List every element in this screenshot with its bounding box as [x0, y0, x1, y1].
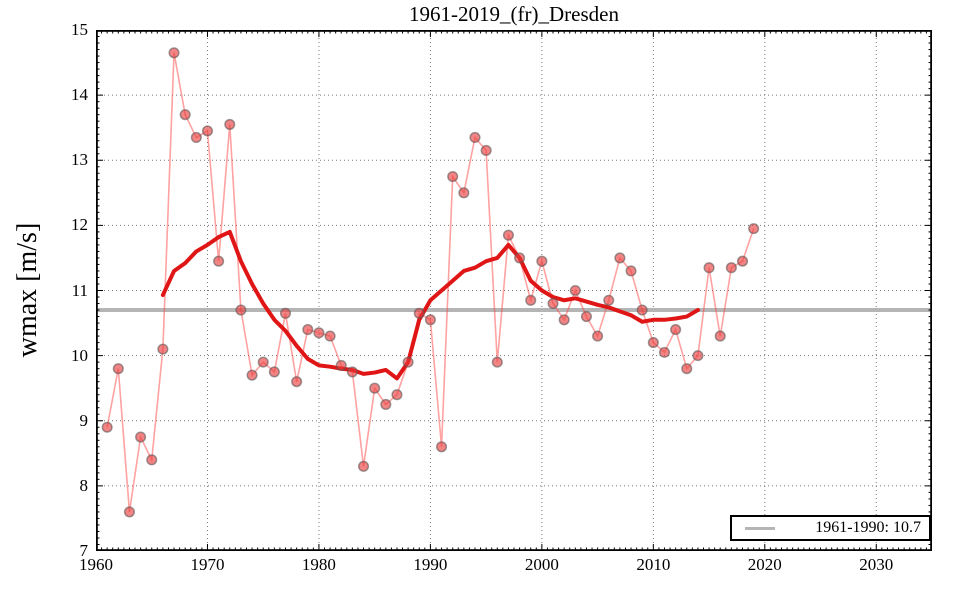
data-point-marker — [670, 324, 682, 336]
data-point-marker — [447, 170, 459, 183]
data-point-marker — [291, 376, 303, 388]
x-tick-label: 1970 — [190, 555, 225, 574]
x-tick-label: 2030 — [859, 555, 894, 574]
data-point-marker — [146, 454, 158, 466]
legend-line-sample — [745, 526, 775, 530]
data-point-marker — [614, 252, 626, 264]
data-point-marker — [491, 356, 503, 368]
y-tick-label: 9 — [79, 410, 89, 430]
data-point-marker — [647, 337, 659, 349]
y-tick-label: 11 — [71, 280, 88, 300]
data-point-marker — [224, 118, 236, 130]
data-point-marker — [135, 431, 147, 443]
x-tick-label: 2000 — [524, 555, 559, 574]
legend: 1961-1990: 10.7 — [730, 515, 931, 541]
data-point-marker — [424, 314, 436, 326]
data-point-marker — [435, 441, 448, 453]
data-point-marker — [190, 131, 202, 144]
data-point-marker — [257, 356, 269, 368]
y-tick-label: 10 — [71, 345, 88, 365]
data-point-marker — [391, 389, 403, 401]
data-point-marker — [402, 356, 414, 368]
data-point-marker — [536, 255, 548, 267]
plot-svg — [95, 29, 933, 552]
data-point-marker — [458, 187, 470, 199]
data-point-marker — [246, 369, 258, 381]
data-point-marker — [525, 294, 537, 306]
data-point-marker — [324, 330, 336, 342]
data-point-marker — [313, 327, 325, 339]
data-point-marker — [603, 294, 615, 306]
y-tick-label: 13 — [71, 150, 88, 170]
data-point-marker — [279, 307, 292, 319]
x-tick-label: 1960 — [79, 555, 113, 574]
data-point-marker — [268, 366, 280, 378]
y-tick-label: 15 — [71, 20, 88, 39]
data-point-marker — [179, 109, 191, 121]
data-point-marker — [703, 262, 715, 274]
data-point-marker — [725, 262, 737, 274]
data-point-marker — [569, 284, 581, 297]
data-point-marker — [636, 304, 648, 316]
x-tick-label: 2020 — [747, 555, 782, 574]
data-point-marker — [714, 330, 726, 342]
data-point-marker — [302, 324, 314, 336]
data-point-marker — [736, 255, 749, 267]
data-point-marker — [469, 131, 481, 144]
data-point-marker — [369, 382, 381, 394]
data-point-marker — [547, 297, 559, 310]
data-point-marker — [558, 314, 570, 326]
axes-spines — [95, 29, 933, 552]
data-point-marker — [748, 223, 760, 235]
data-point-marker — [335, 359, 347, 371]
data-point-marker — [480, 144, 492, 157]
chart-title: 1961-2019_(fr)_Dresden — [409, 2, 619, 26]
y-tick-label: 14 — [71, 85, 88, 105]
data-point-marker — [592, 330, 604, 342]
data-point-marker — [514, 252, 526, 264]
data-point-marker — [168, 47, 180, 59]
trend-line — [160, 229, 700, 381]
data-point-marker — [692, 350, 704, 362]
data-point-marker — [157, 343, 169, 355]
data-point-marker — [123, 506, 135, 518]
x-tick-label: 1990 — [413, 555, 448, 574]
data-point-marker — [413, 307, 425, 319]
data-point-marker — [380, 398, 392, 411]
data-point-marker — [580, 311, 593, 323]
y-tick-label: 8 — [79, 475, 89, 495]
data-point-marker — [112, 363, 124, 375]
data-point-marker — [658, 346, 671, 358]
x-tick-label: 1980 — [301, 555, 336, 574]
y-tick-label: 7 — [79, 541, 89, 560]
data-point-marker — [681, 363, 693, 375]
data-point-marker — [101, 421, 113, 433]
data-point-marker — [502, 229, 514, 241]
data-point-marker — [213, 255, 225, 267]
legend-label: 1961-1990: 10.7 — [815, 519, 921, 536]
x-tick-label: 2010 — [636, 555, 671, 574]
y-tick-label: 12 — [71, 215, 88, 235]
data-point-marker — [235, 304, 247, 316]
data-point-marker — [625, 265, 637, 277]
data-point-marker — [357, 460, 370, 472]
plot-area — [95, 29, 933, 552]
data-point-marker — [201, 125, 214, 137]
data-point-marker — [346, 366, 358, 378]
